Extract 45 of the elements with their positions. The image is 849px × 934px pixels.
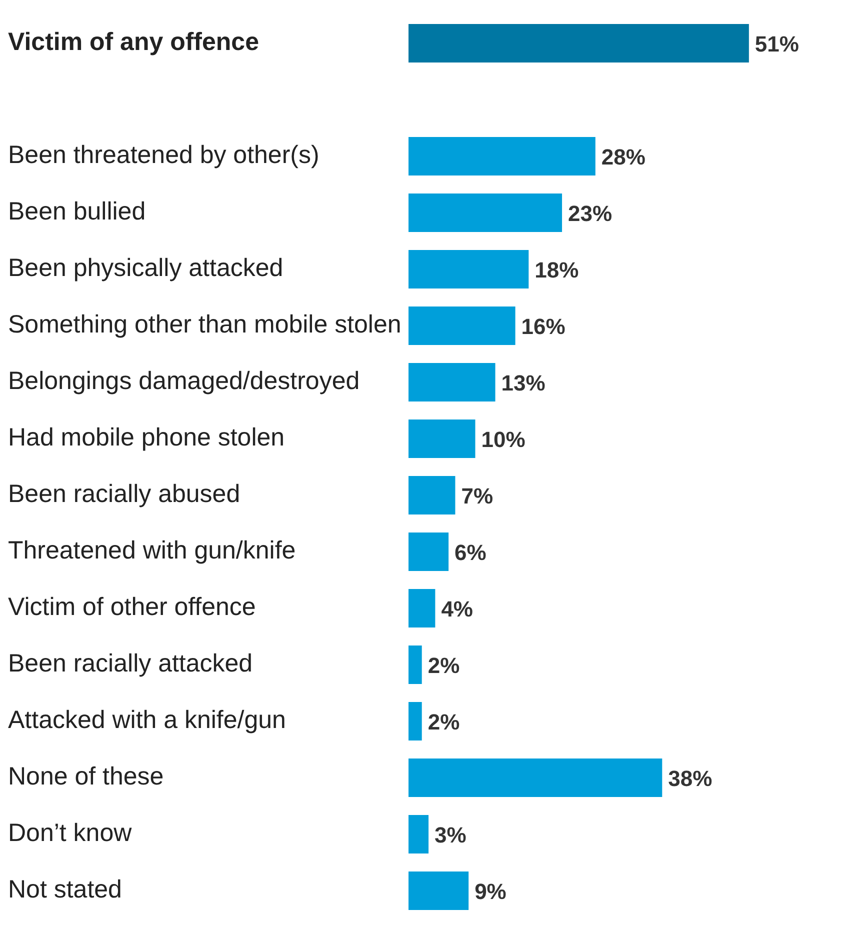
data-label: 13%	[501, 370, 546, 396]
data-label: 4%	[441, 596, 473, 622]
bar	[408, 589, 436, 628]
bar	[408, 24, 749, 62]
data-label: 6%	[454, 540, 486, 565]
y-tick-label: Not stated	[8, 876, 122, 904]
y-tick-label: Victim of other offence	[8, 593, 256, 622]
bar	[408, 815, 429, 854]
bar	[408, 646, 422, 684]
data-label: 7%	[461, 483, 494, 508]
data-label: 2%	[428, 652, 460, 678]
y-tick-label: Been threatened by other(s)	[8, 141, 320, 170]
data-label: 51%	[754, 31, 799, 56]
y-tick-label: Don’t know	[8, 819, 133, 848]
data-label: 18%	[534, 257, 579, 282]
data-label: 38%	[668, 766, 712, 791]
bar	[408, 476, 456, 514]
y-tick-label: Been racially abused	[8, 480, 240, 508]
y-tick-label: Victim of any offence	[8, 28, 260, 56]
data-label: 16%	[521, 314, 566, 339]
bar	[408, 532, 449, 571]
bar	[408, 702, 422, 740]
bar	[408, 194, 562, 232]
data-label: 9%	[474, 878, 506, 904]
y-tick-label: Attacked with a knife/gun	[8, 706, 286, 734]
y-tick-label: Had mobile phone stolen	[8, 424, 285, 452]
data-label: 28%	[601, 144, 646, 170]
bar	[408, 758, 662, 797]
y-tick-label: Been racially attacked	[8, 650, 253, 678]
y-tick-label: Belongings damaged/destroyed	[8, 367, 360, 396]
data-label: 2%	[428, 709, 460, 734]
bar	[408, 137, 596, 176]
y-tick-label: Been bullied	[8, 198, 146, 226]
y-tick-label: Threatened with gun/knife	[8, 536, 296, 565]
y-tick-label: Been physically attacked	[8, 254, 284, 282]
bar	[408, 363, 496, 402]
data-label: 3%	[434, 822, 466, 848]
y-tick-label: None of these	[8, 762, 164, 791]
bar	[408, 306, 516, 345]
data-label: 10%	[481, 426, 526, 452]
bar	[408, 872, 469, 910]
data-label: 23%	[568, 200, 612, 226]
y-tick-label: Something other than mobile stolen	[8, 310, 402, 339]
bar	[408, 420, 476, 458]
bar	[408, 250, 529, 288]
